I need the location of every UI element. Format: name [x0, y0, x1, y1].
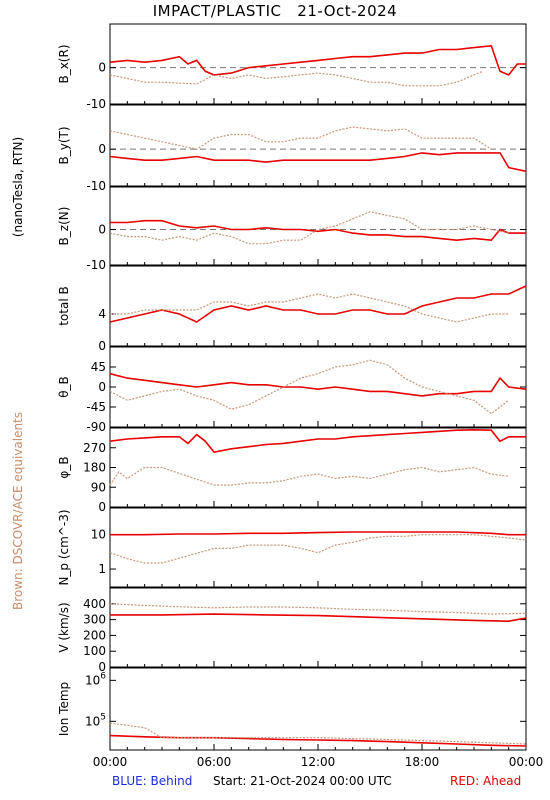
ytick-label-np: 10: [91, 528, 106, 542]
ytick-label-bx: 0: [98, 61, 106, 75]
series-brown-btot: [110, 293, 509, 323]
ytick-label-bx: -10: [86, 97, 106, 111]
ytick-label-temp: 106: [85, 671, 106, 687]
ytick-label-v: 200: [83, 628, 106, 642]
series-brown-theta: [109, 359, 510, 415]
ylabel-np: N_p (cm^-3): [57, 509, 71, 585]
panel-frame-by: [109, 104, 527, 187]
ytick-label-phi: 180: [83, 461, 106, 475]
xtick-label: 18:00: [405, 755, 440, 769]
panel-frame-phi: [109, 427, 527, 508]
series-brown-by: [109, 126, 492, 150]
series-brown-np: [109, 534, 527, 564]
xtick-label: 12:00: [301, 755, 336, 769]
behind-legend: BLUE: Behind: [112, 774, 193, 788]
series-brown-temp: [109, 722, 527, 745]
ytick-label-v: 100: [83, 644, 106, 658]
figure-title: IMPACT/PLASTIC 21-Oct-2024: [152, 2, 398, 20]
panel-frame-btot: [109, 265, 527, 347]
ylabel-temp: Ion Temp: [57, 682, 71, 736]
series-red-phi: [109, 428, 526, 453]
ytick-label-theta: 45: [91, 360, 106, 374]
ylabel-bx: B_x(R): [57, 44, 71, 83]
start-time-label: Start: 21-Oct-2024 00:00 UTC: [213, 774, 392, 788]
ytick-label-theta: -90: [86, 420, 106, 434]
ytick-label-by: 0: [98, 142, 106, 156]
series-red-bz: [110, 219, 526, 242]
ylabel-by: B_y(T): [57, 126, 71, 164]
series-red-theta: [109, 372, 527, 397]
series-brown-bx: [109, 70, 483, 87]
ytick-label-btot: 0: [98, 339, 106, 353]
ylabel-phi: φ_B: [57, 456, 71, 478]
series-red-temp: [109, 734, 527, 747]
ylabel-btot: total B: [57, 286, 71, 326]
series-brown-v: [109, 603, 527, 615]
ytick-label-phi: 270: [83, 441, 106, 455]
ytick-label-np: 1: [98, 562, 106, 576]
ylabel-bz: B_z(N): [57, 207, 71, 246]
series-brown-bz: [109, 211, 509, 245]
xtick-label: 00:00: [93, 755, 128, 769]
ytick-label-temp: 105: [85, 712, 106, 728]
panel-frame-np: [109, 507, 527, 588]
series-red-v: [110, 613, 527, 623]
ytick-label-phi: 90: [91, 480, 106, 494]
ytick-label-bz: -10: [86, 258, 106, 272]
ytick-label-theta: 0: [98, 380, 106, 394]
panel-frame-theta: [109, 346, 527, 428]
xtick-label: 00:00: [509, 755, 544, 769]
ytick-label-bz: 0: [98, 223, 106, 237]
ytick-label-theta: -45: [86, 400, 106, 414]
series-red-btot: [109, 285, 527, 323]
panel-frame-bz: [109, 186, 527, 266]
ylabel-v: V (km/s): [57, 602, 71, 652]
panel-frame-v: [109, 587, 527, 668]
series-red-bx: [109, 44, 526, 76]
ahead-legend: RED: Ahead: [450, 774, 522, 788]
ytick-label-v: 400: [83, 597, 106, 611]
ytick-label-v: 300: [83, 613, 106, 627]
ytick-label-by: -10: [86, 179, 106, 193]
panel-frame-bx: [109, 23, 527, 105]
ylabel-theta: θ_B: [57, 376, 71, 398]
ytick-label-phi: 0: [98, 500, 106, 514]
ytick-label-v: 0: [98, 660, 106, 674]
series-red-np: [110, 531, 526, 536]
xtick-label: 06:00: [197, 755, 232, 769]
series-brown-phi: [109, 466, 509, 486]
series-red-by: [109, 152, 527, 173]
ytick-label-btot: 4: [98, 307, 106, 321]
